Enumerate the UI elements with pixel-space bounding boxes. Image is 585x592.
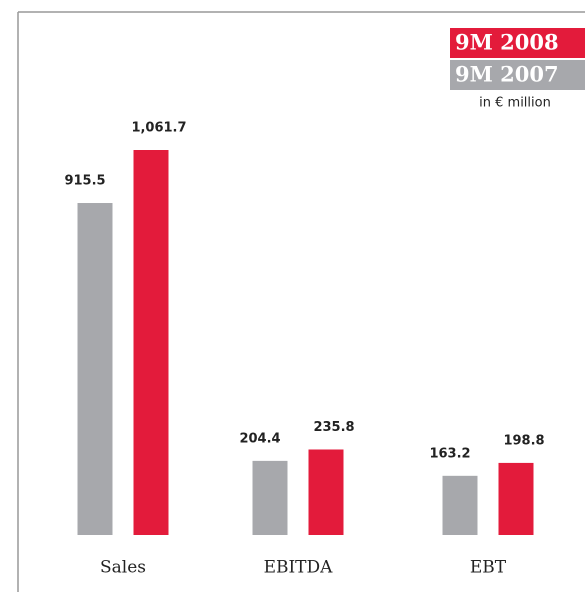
legend-swatch bbox=[450, 60, 585, 90]
x-tick-label: EBT bbox=[470, 558, 507, 578]
bar bbox=[252, 460, 288, 535]
unit-note: in € million bbox=[479, 96, 551, 111]
value-label: 915.5 bbox=[64, 174, 105, 189]
value-label: 163.2 bbox=[429, 446, 470, 461]
bar bbox=[77, 203, 113, 535]
value-label: 235.8 bbox=[313, 420, 354, 435]
bar bbox=[442, 475, 478, 535]
x-tick-label: EBITDA bbox=[264, 558, 334, 578]
value-label: 198.8 bbox=[503, 433, 544, 448]
bar bbox=[308, 449, 344, 535]
value-label: 204.4 bbox=[239, 431, 280, 446]
legend-label: 9M 2007 bbox=[455, 62, 559, 87]
bar bbox=[133, 150, 169, 535]
value-label: 1,061.7 bbox=[131, 121, 186, 136]
bar bbox=[498, 462, 534, 535]
legend-label: 9M 2008 bbox=[455, 30, 559, 55]
x-tick-label: Sales bbox=[100, 558, 146, 578]
legend-swatch bbox=[450, 28, 585, 58]
